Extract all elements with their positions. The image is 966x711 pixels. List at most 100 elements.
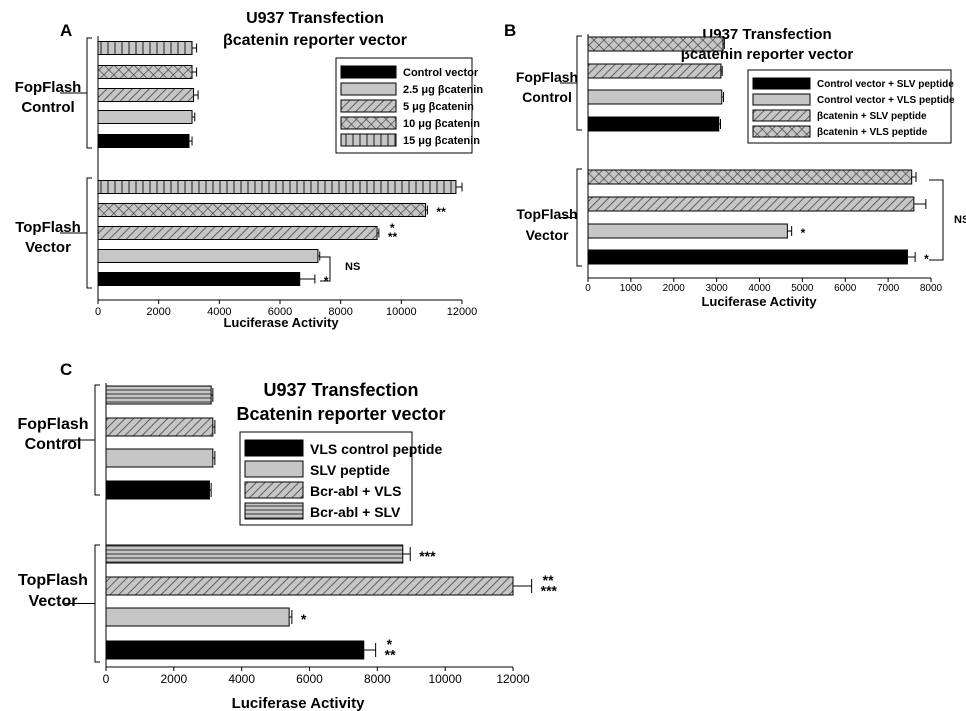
bars: ** — [560, 34, 929, 278]
error-bar — [192, 67, 198, 77]
x-tick-label: 0 — [103, 672, 110, 686]
x-tick-label: 6000 — [296, 672, 323, 686]
legend-item: 10 μg βcatenin — [340, 116, 480, 130]
bar — [105, 640, 365, 660]
bar — [587, 36, 724, 52]
group-bracket — [60, 37, 92, 149]
group-label-topflash: TopFlash Vector — [18, 572, 88, 610]
significance-label: * — [387, 636, 393, 652]
error-bar — [425, 205, 428, 215]
group-label-line1: TopFlash — [18, 572, 88, 589]
legend-label: Bcr-abl + SLV — [310, 504, 401, 520]
group-bracket — [560, 168, 582, 267]
group-label-line2: Control — [522, 89, 572, 105]
annotation-ns: NS — [345, 261, 360, 273]
ns-bracket — [929, 179, 944, 261]
error-bar — [455, 182, 463, 192]
error-bar — [402, 547, 411, 561]
bar — [105, 576, 514, 596]
group-bracket — [63, 384, 100, 496]
legend-swatch — [244, 481, 304, 499]
legend-item: SLV peptide — [244, 460, 390, 478]
error-bar — [289, 610, 293, 624]
group-bracket — [60, 177, 92, 289]
legend-label: 10 μg βcatenin — [403, 118, 480, 130]
significance-label: ** — [436, 205, 446, 219]
legend-swatch — [340, 82, 397, 96]
bar — [97, 249, 319, 263]
legend-swatch — [340, 116, 397, 130]
x-tick-label: 0 — [95, 306, 101, 318]
bar — [587, 116, 720, 132]
bar — [587, 89, 723, 105]
error-bar — [363, 643, 377, 657]
legend-swatch — [244, 502, 304, 520]
error-bar — [212, 451, 216, 465]
group-label-line1: TopFlash — [15, 219, 81, 236]
x-tick-label: 6000 — [268, 306, 292, 318]
x-tick-label: 8000 — [920, 283, 943, 294]
legend-item: 15 μg βcatenin — [340, 133, 480, 147]
bar — [97, 65, 193, 79]
bar — [105, 544, 404, 564]
legend: Control vector 2.5 μg βcatenin 5 μg βcaten… — [335, 57, 483, 154]
legend-label: Bcr-abl + VLS — [310, 483, 401, 499]
x-tick-label: 2000 — [663, 283, 686, 294]
legend-swatch — [752, 93, 811, 106]
x-tick-label: 8000 — [328, 306, 352, 318]
bar — [587, 196, 915, 212]
group-label-line2: Control — [21, 99, 74, 116]
bar — [97, 272, 301, 286]
group-label-topflash: TopFlash Vector — [15, 219, 81, 256]
bar — [97, 203, 427, 217]
x-tick-label: 7000 — [877, 283, 900, 294]
group-label-topflash: TopFlash Vector — [516, 206, 577, 243]
significance-label: ** — [385, 647, 396, 663]
bar — [587, 223, 788, 239]
group-label-line1: TopFlash — [516, 206, 577, 222]
x-tick-label: 3000 — [706, 283, 729, 294]
x-tick-label: 8000 — [364, 672, 391, 686]
legend: VLS control peptide SLV peptide Bcr-abl + … — [239, 431, 442, 526]
group-label-fopflash: FopFlash Control — [17, 416, 88, 453]
bars: ****** — [60, 36, 463, 300]
bar — [97, 88, 195, 102]
significance-label: ** — [388, 230, 398, 244]
legend-swatch — [340, 65, 397, 79]
legend-label: βcatenin + VLS peptide — [817, 127, 928, 138]
x-tick-label: 4000 — [228, 672, 255, 686]
group-label-line1: FopFlash — [516, 69, 578, 85]
error-bar — [189, 136, 193, 146]
error-bar — [211, 388, 214, 402]
x-axis-label: Luciferase Activity — [232, 695, 365, 711]
x-tick-label: 4000 — [748, 283, 771, 294]
legend-swatch — [244, 439, 304, 457]
error-bar — [911, 172, 917, 182]
bar — [587, 249, 908, 265]
legend-label: Control vector + VLS peptide — [817, 95, 955, 106]
legend-item: 5 μg βcatenin — [340, 99, 474, 113]
x-tick-label: 12000 — [496, 672, 530, 686]
chart-subtitle: βcatenin reporter vector — [681, 46, 854, 63]
error-bar — [913, 199, 927, 209]
group-bracket — [63, 544, 100, 663]
legend-label: 5 μg βcatenin — [403, 101, 474, 113]
significance-label: ** — [543, 572, 554, 588]
significance-label: *** — [541, 583, 558, 599]
legend-item: Bcr-abl + SLV — [244, 502, 401, 520]
legend-label: Control vector + SLV peptide — [817, 79, 954, 90]
panel-c: C U937 Transfection Bcatenin reporter ve… — [17, 360, 557, 711]
x-tick-label: 4000 — [207, 306, 231, 318]
error-bar — [907, 252, 916, 262]
error-bar — [317, 251, 321, 261]
legend-swatch — [244, 460, 304, 478]
legend-item: Control vector — [340, 65, 479, 79]
error-bar — [193, 90, 199, 100]
chart-title: U937 Transfection — [263, 380, 418, 400]
chart-title: U937 Transfection — [702, 26, 831, 43]
error-bar — [723, 39, 725, 49]
significance-label: * — [801, 226, 806, 240]
group-label-line2: Vector — [526, 227, 569, 243]
legend: Control vector + SLV peptide Control vect… — [747, 69, 955, 144]
bar — [105, 417, 214, 437]
